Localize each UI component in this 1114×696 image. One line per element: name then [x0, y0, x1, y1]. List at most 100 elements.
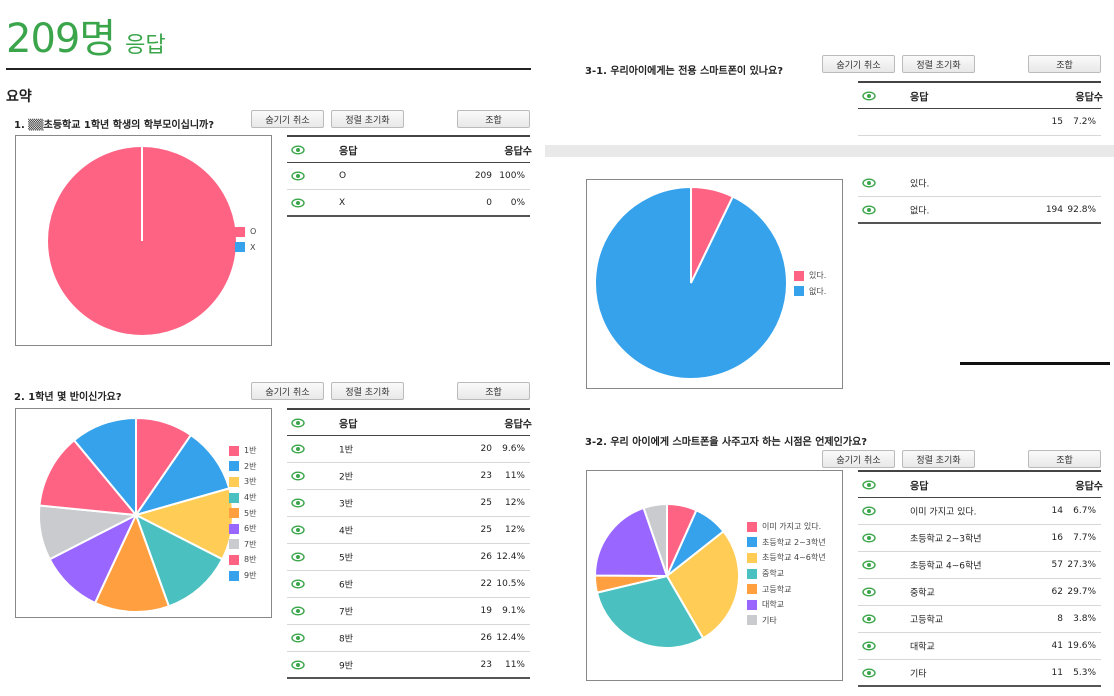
legend-item[interactable]: 6반	[229, 521, 256, 537]
q2-combine-button[interactable]: 조합	[457, 382, 530, 400]
row-label: 대학교	[910, 642, 935, 653]
q2-reset-sort-button[interactable]: 정렬 초기화	[331, 382, 404, 400]
legend-item[interactable]: 있다.	[794, 268, 826, 284]
pie-slice-2[interactable]	[594, 185, 788, 380]
row-percent: 9.1%	[502, 606, 525, 616]
row-label: X	[339, 197, 346, 208]
pie-slice-9[interactable]	[72, 416, 137, 518]
visibility-eye-icon[interactable]	[291, 442, 305, 456]
q1-hide-cancel-button[interactable]: 숨기기 취소	[251, 110, 324, 128]
visibility-eye-icon[interactable]	[291, 469, 305, 483]
pie-slice-4[interactable]	[595, 574, 705, 649]
visibility-eye-icon[interactable]	[291, 631, 305, 645]
row-count: 16	[1051, 533, 1063, 543]
legend-item[interactable]: 1반	[229, 443, 256, 459]
row-percent: 29.7%	[1067, 587, 1096, 597]
legend-item[interactable]: 기타	[747, 613, 826, 629]
row-percent: 19.6%	[1067, 641, 1096, 651]
legend-item[interactable]: 초등학교 4~6학년	[747, 550, 826, 566]
legend-item[interactable]: 3반	[229, 474, 256, 490]
visibility-eye-icon[interactable]	[291, 523, 305, 537]
legend-item[interactable]: O	[235, 224, 256, 240]
pie-slice-8[interactable]	[38, 438, 139, 517]
visibility-eye-icon[interactable]	[291, 658, 305, 672]
pie-svg	[46, 145, 238, 337]
row-percent: 0%	[510, 197, 525, 208]
header-count[interactable]: 응답수	[504, 146, 532, 157]
row-percent: 92.8%	[1067, 204, 1096, 215]
legend-item[interactable]: 8반	[229, 552, 256, 568]
legend-swatch	[794, 270, 804, 281]
legend-item[interactable]: 2반	[229, 459, 256, 475]
legend-item[interactable]: 초등학교 2~3학년	[747, 535, 826, 551]
visibility-eye-icon[interactable]	[862, 89, 876, 103]
pie-slice-4[interactable]	[134, 512, 224, 608]
question-2-title: 2. 1학년 몇 반이신가요?	[14, 392, 122, 403]
q1-combine-button[interactable]: 조합	[457, 110, 530, 128]
row-label: 8반	[339, 634, 354, 645]
legend-label: 고등학교	[762, 584, 792, 594]
visibility-eye-icon[interactable]	[862, 478, 876, 492]
legend-swatch	[747, 521, 757, 532]
row-percent: 12.4%	[496, 633, 525, 643]
visibility-eye-icon[interactable]	[862, 666, 876, 680]
header-count[interactable]: 응답수	[504, 419, 532, 430]
header-answer: 응답	[339, 419, 358, 430]
visibility-eye-icon[interactable]	[862, 612, 876, 626]
divider-line	[960, 362, 1110, 365]
visibility-eye-icon[interactable]	[862, 176, 876, 190]
chart-legend: 있다. 없다.	[794, 268, 826, 299]
visibility-eye-icon[interactable]	[291, 169, 305, 183]
table-row: 있다.	[858, 170, 1101, 197]
q2-hide-cancel-button[interactable]: 숨기기 취소	[251, 382, 324, 400]
row-percent: 11%	[504, 659, 525, 670]
legend-item[interactable]: X	[235, 240, 256, 256]
visibility-eye-icon[interactable]	[291, 604, 305, 618]
legend-item[interactable]: 고등학교	[747, 581, 826, 597]
visibility-eye-icon[interactable]	[291, 143, 305, 157]
legend-swatch	[229, 554, 239, 565]
legend-swatch	[747, 615, 757, 626]
q3-1-hide-cancel-button[interactable]: 숨기기 취소	[822, 55, 895, 73]
visibility-eye-icon[interactable]	[862, 558, 876, 572]
visibility-eye-icon[interactable]	[291, 196, 305, 210]
pie-slice-5[interactable]	[93, 512, 171, 613]
pie-slice-3[interactable]	[665, 529, 740, 640]
visibility-eye-icon[interactable]	[862, 585, 876, 599]
q3-2-combine-button[interactable]: 조합	[1028, 450, 1101, 468]
table-header: 응답 응답수	[287, 408, 532, 436]
q3-2-table: 응답 응답수 이미 가지고 있다. 14 6.7% 초등학교 2~3학년 16 7.7% 초등학…	[858, 470, 1103, 687]
row-label: 4반	[339, 526, 354, 537]
visibility-eye-icon[interactable]	[291, 577, 305, 591]
visibility-eye-icon[interactable]	[862, 504, 876, 518]
q3-1-combine-button[interactable]: 조합	[1028, 55, 1101, 73]
header-count[interactable]: 응답수	[1075, 481, 1103, 492]
q3-2-hide-cancel-button[interactable]: 숨기기 취소	[822, 450, 895, 468]
legend-item[interactable]: 이미 가지고 있다.	[747, 519, 826, 535]
legend-item[interactable]: 4반	[229, 490, 256, 506]
legend-swatch	[794, 286, 804, 297]
visibility-eye-icon[interactable]	[862, 531, 876, 545]
visibility-eye-icon[interactable]	[291, 550, 305, 564]
legend-item[interactable]: 중학교	[747, 566, 826, 582]
row-count: 23	[480, 471, 492, 481]
visibility-eye-icon[interactable]	[291, 496, 305, 510]
row-label: 2반	[339, 472, 354, 483]
legend-item[interactable]: 없다.	[794, 284, 826, 300]
legend-item[interactable]: 대학교	[747, 597, 826, 613]
legend-item[interactable]: 5반	[229, 505, 256, 521]
q3-1-reset-sort-button[interactable]: 정렬 초기화	[902, 55, 975, 73]
visibility-eye-icon[interactable]	[291, 416, 305, 430]
legend-label: 이미 가지고 있다.	[762, 522, 822, 532]
question-3-2-title: 3-2. 우리 아이에게 스마트폰을 사주고자 하는 시점은 언제인가요?	[585, 437, 868, 448]
q1-reset-sort-button[interactable]: 정렬 초기화	[331, 110, 404, 128]
q3-2-reset-sort-button[interactable]: 정렬 초기화	[902, 450, 975, 468]
visibility-eye-icon[interactable]	[862, 203, 876, 217]
header-count[interactable]: 응답수	[1075, 92, 1103, 103]
legend-item[interactable]: 9반	[229, 568, 256, 584]
pie-slice-7[interactable]	[642, 502, 668, 577]
header-answer: 응답	[339, 146, 358, 157]
visibility-eye-icon[interactable]	[862, 639, 876, 653]
legend-item[interactable]: 7반	[229, 537, 256, 553]
